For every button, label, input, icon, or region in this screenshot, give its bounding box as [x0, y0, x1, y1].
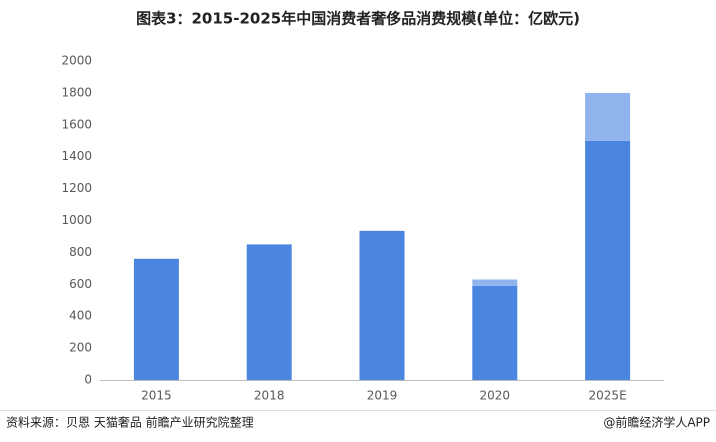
bar-segment: [585, 92, 631, 141]
bar-segment: [359, 230, 405, 380]
y-tick-label: 2000: [61, 54, 92, 68]
bar-segment: [472, 285, 518, 380]
bar-segment: [585, 140, 631, 380]
x-tick-label: 2015: [141, 389, 172, 403]
y-tick-label: 800: [69, 245, 92, 259]
y-tick-label: 1600: [61, 117, 92, 131]
y-tick-label: 0: [84, 373, 92, 387]
y-tick-label: 1000: [61, 213, 92, 227]
credit: @前瞻经济学人APP: [603, 415, 710, 430]
y-tick-label: 600: [69, 277, 92, 291]
y-tick-label: 400: [69, 309, 92, 323]
x-tick-label: 2019: [367, 389, 398, 403]
source: 资料来源：贝恩 天猫奢品 前瞻产业研究院整理: [6, 415, 254, 430]
y-tick-label: 1800: [61, 85, 92, 99]
y-tick-label: 1200: [61, 181, 92, 195]
chart-title: 图表3：2015-2025年中国消费者奢侈品消费规模(单位：亿欧元): [136, 10, 580, 28]
bar-segment: [246, 244, 292, 380]
bar-segment: [472, 279, 518, 286]
x-tick-label: 2025E: [589, 389, 627, 403]
y-tick-label: 200: [69, 341, 92, 355]
bar-segment: [133, 258, 179, 380]
x-tick-label: 2018: [254, 389, 285, 403]
x-tick-label: 2020: [480, 389, 511, 403]
y-tick-label: 1400: [61, 149, 92, 163]
